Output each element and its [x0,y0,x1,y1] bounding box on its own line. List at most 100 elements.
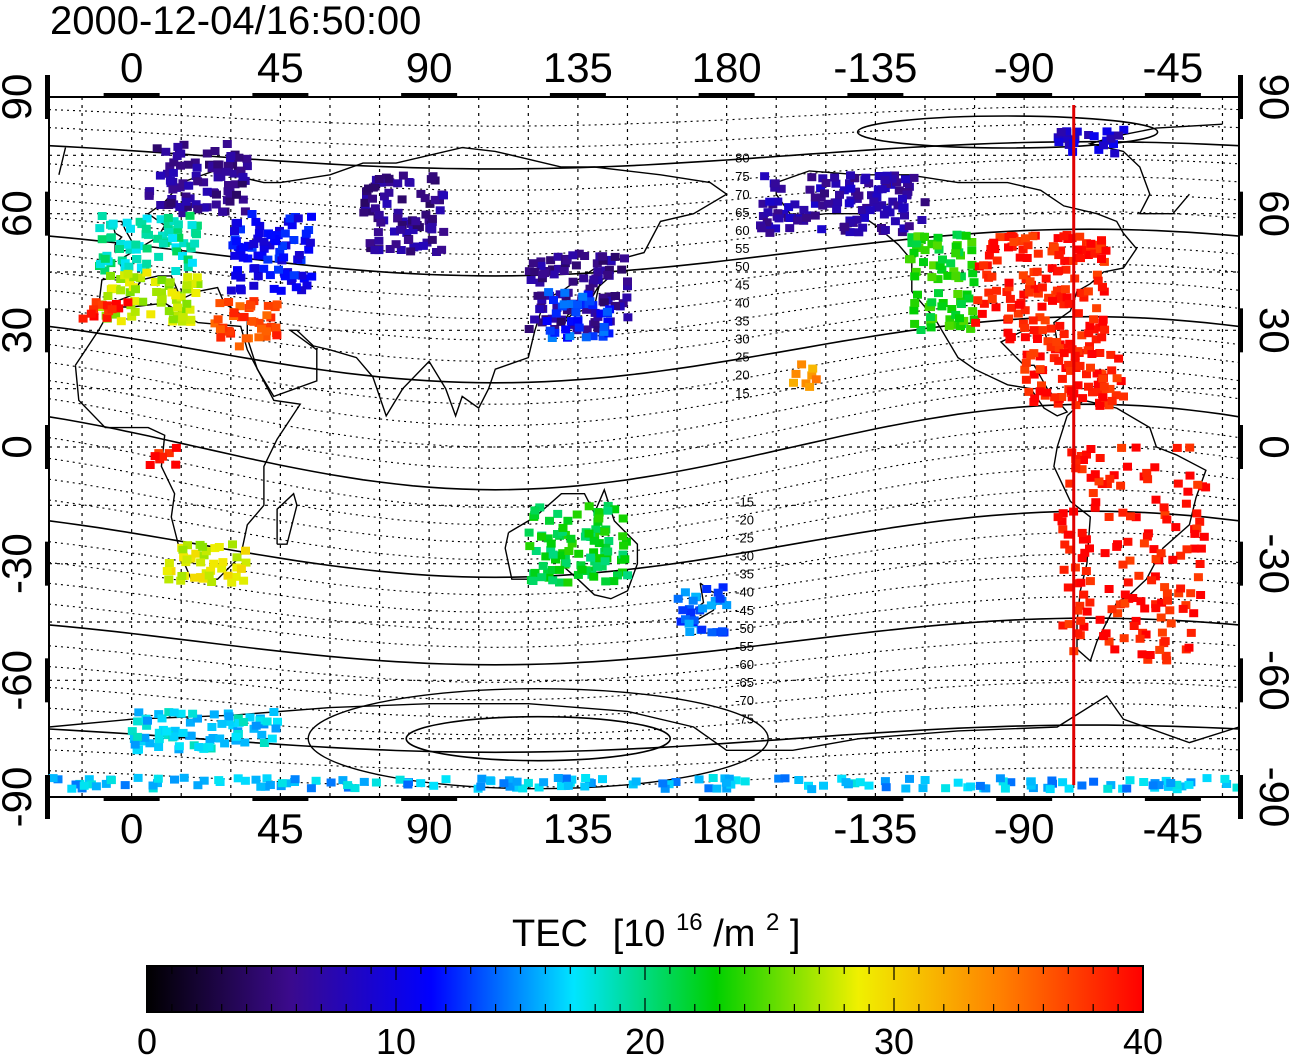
tec-point-alaska-canada [818,174,828,183]
tec-point-siberia [432,248,441,256]
tec-point-north-america-east [1048,296,1057,305]
tec-point-antarctica-pole [1122,784,1132,793]
tec-point-europe-north [166,198,176,207]
tec-point-africa-south [196,558,206,567]
contour-label: -65 [735,675,754,690]
tec-point-alaska-canada [861,173,871,182]
tec-point-alaska-canada [831,179,841,188]
tec-point-siberia [374,175,384,183]
tec-point-australia [572,510,582,519]
tec-point-antarctica-pole [1139,778,1149,786]
tec-point-north-america-west [910,299,920,307]
colorbar-ticks: 0 10 20 30 40 [137,966,1163,1057]
tec-point-antarctica-pole [359,777,369,786]
tec-point-east-asia [546,256,556,265]
tec-point-japan [559,300,569,309]
tec-point-antarctica-pole [86,780,96,789]
tec-point-north-america-east [1064,299,1074,308]
tec-point-europe-south [108,284,118,293]
tec-point-africa-south [164,559,174,567]
tec-point-russia-west [302,281,312,290]
tec-point-antarctica-pole [277,779,287,788]
left-tick-mark [45,425,50,469]
tec-point-russia-west [228,241,238,250]
tec-point-australia [623,571,633,580]
tec-point-russia-west [259,237,269,246]
tec-point-russia-west [236,284,245,293]
tec-point-africa-south [241,546,250,555]
tec-point-europe-central [122,218,132,227]
tec-point-north-america-east [1054,251,1064,259]
tec-point-siberia [439,227,449,236]
tec-point-south-america [1134,571,1144,580]
tec-point-north-america-east [1023,241,1033,250]
tec-point-europe-south [187,279,197,288]
tec-point-antarctica-pole [477,774,487,783]
tec-point-north-america-east [1059,330,1069,339]
bottom-longitude-tick-label: 45 [257,805,304,852]
tec-point-australia [537,573,547,582]
tec-point-south-america [1113,540,1122,549]
tec-point-caribbean [1104,401,1114,410]
tec-point-europe-north [191,172,201,180]
tec-point-antarctica-pole [53,775,63,784]
tec-point-antarctica-coast [178,728,188,737]
tec-point-alaska-canada [785,224,795,233]
tec-point-europe-central [158,239,168,248]
tec-point-siberia [430,195,440,204]
tec-point-greenland [1113,131,1123,140]
tec-point-antarctica-pole [819,781,828,790]
tec-point-south-america [1102,480,1112,488]
tec-point-europe-south [150,278,160,286]
tec-point-south-america [1151,604,1161,613]
tec-point-japan [544,288,554,297]
tec-point-africa-south [206,566,216,575]
contour-line [48,596,1240,648]
tec-point-middle-east [216,333,226,342]
tec-point-antarctica-coast [185,718,195,727]
tec-point-japan [583,290,593,299]
tec-point-europe-central [172,247,182,256]
tec-point-new-zealand [713,588,723,597]
tec-point-europe-central [100,266,110,275]
tec-point-antarctica-pole [694,775,704,784]
tec-point-australia [591,525,601,534]
tec-point-africa-south [241,558,251,567]
tec-point-russia-west [236,225,245,234]
tec-point-south-america [1077,528,1087,537]
tec-point-alaska-canada [846,171,855,180]
tec-point-east-asia [554,264,563,273]
tec-point-north-america-west [913,290,922,299]
tec-point-north-america-west [910,319,920,328]
tec-point-south-america [1091,498,1101,507]
colorbar-tick-label: 30 [874,1021,914,1057]
tec-point-europe-south [182,281,192,290]
tec-point-antarctica-pole [708,774,718,782]
tec-point-japan [604,329,614,338]
tec-point-japan [560,288,570,297]
tec-point-new-zealand [707,628,717,637]
tec-point-russia-west [250,264,260,273]
tec-point-iberia [107,305,117,314]
tec-point-antarctica-pole [1103,784,1113,793]
tec-point-north-america-west [943,271,953,280]
tec-point-south-america [1079,622,1089,631]
tec-point-europe-north [226,152,236,160]
tec-point-south-america [1192,509,1202,518]
tec-point-antarctica-coast [233,714,243,723]
tec-point-siberia [384,174,394,183]
tec-point-europe-south [157,276,167,285]
tec-point-north-america-west [956,231,966,240]
tec-point-europe-north [191,200,201,209]
tec-point-middle-east [213,315,223,324]
tec-point-europe-north [168,168,178,177]
tec-point-antarctica-coast [169,732,179,741]
tec-point-caribbean [1107,366,1117,375]
tec-point-east-asia [571,261,581,270]
tec-point-greenland [1062,134,1072,143]
tec-point-europe-north [178,209,188,218]
tec-point-north-america-east [1033,289,1043,298]
tec-point-north-america-east [1077,331,1087,340]
tec-point-russia-west [289,271,299,280]
tec-point-caribbean [1078,394,1088,403]
